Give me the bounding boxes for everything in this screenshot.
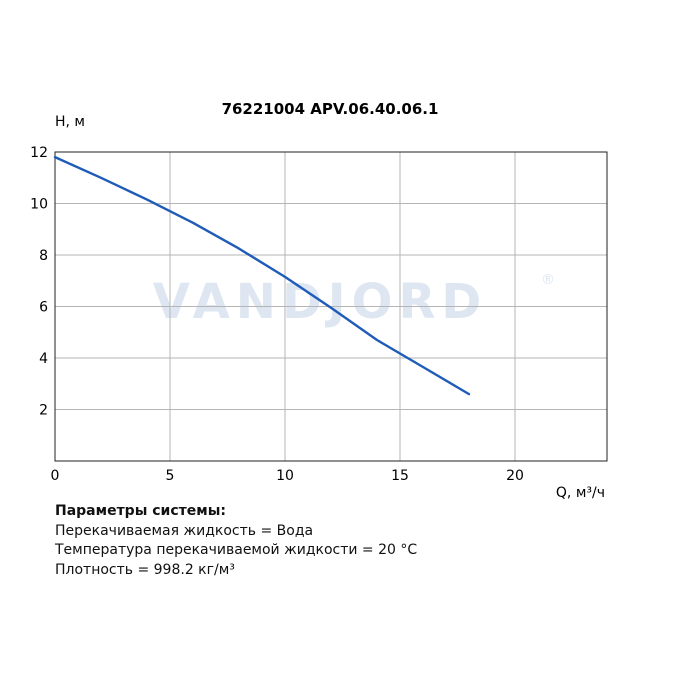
y-tick-label: 6 bbox=[39, 300, 48, 316]
param-density: Плотность = 998.2 кг/м³ bbox=[55, 561, 235, 578]
system-parameters-heading: Параметры системы: bbox=[55, 503, 226, 519]
x-tick-label: 0 bbox=[51, 468, 60, 484]
system-parameters: Параметры системы: Перекачиваемая жидкос… bbox=[55, 502, 417, 580]
x-axis-label: Q, м³/ч bbox=[556, 485, 605, 501]
series-line bbox=[53, 155, 471, 396]
x-tick-label: 10 bbox=[276, 468, 294, 484]
y-tick-label: 4 bbox=[39, 351, 48, 367]
param-temperature: Температура перекачиваемой жидкости = 20… bbox=[55, 542, 418, 558]
y-tick-label: 10 bbox=[30, 197, 48, 213]
y-tick-label: 12 bbox=[30, 145, 48, 161]
series bbox=[53, 155, 471, 396]
y-tick-label: 8 bbox=[39, 248, 48, 264]
chart-title: 76221004 APV.06.40.06.1 bbox=[222, 100, 439, 118]
watermark-logo: VANDJORD bbox=[153, 274, 488, 330]
watermark-registered-mark: ® bbox=[541, 272, 555, 288]
param-liquid: Перекачиваемая жидкость = Вода bbox=[55, 522, 314, 539]
ticks: 0 5 10 15 20 2 4 6 8 10 12 bbox=[30, 145, 524, 484]
x-tick-label: 5 bbox=[166, 468, 175, 484]
plot-frame bbox=[54, 151, 608, 462]
x-tick-label: 15 bbox=[391, 468, 409, 484]
y-axis-label: H, м bbox=[55, 114, 85, 130]
y-tick-label: 2 bbox=[39, 403, 48, 419]
x-tick-label: 20 bbox=[506, 468, 524, 484]
